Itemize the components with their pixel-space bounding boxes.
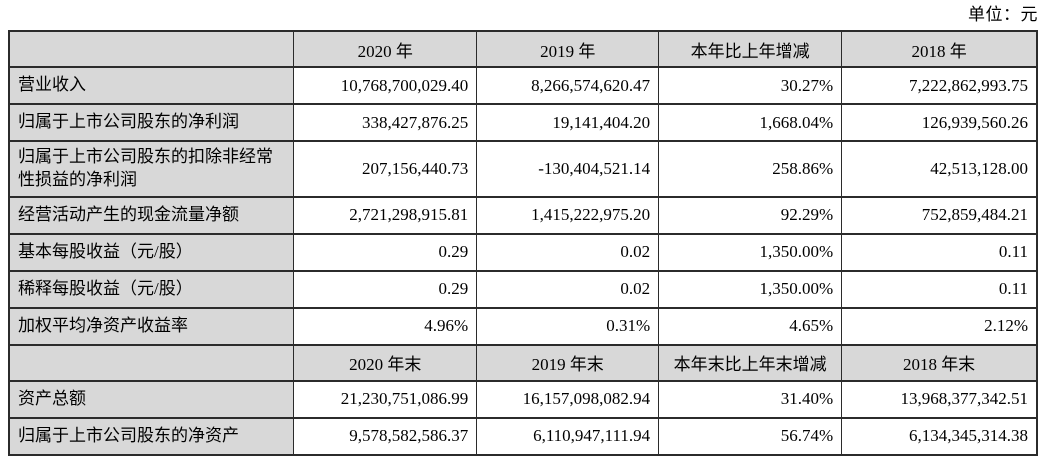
row-value-cell: 1,350.00%: [658, 269, 843, 309]
row-value-cell: 1,415,222,975.20: [476, 195, 660, 235]
row-value-cell: 10,768,700,029.40: [293, 66, 478, 105]
row-value-cell: 19,141,404.20: [476, 103, 660, 142]
header-empty-cell: [8, 30, 295, 68]
row-label-cell: 归属于上市公司股东的净资产: [8, 416, 295, 456]
row-label-cell: 经营活动产生的现金流量净额: [8, 195, 295, 235]
header-cell: 本年末比上年末增减: [658, 343, 843, 382]
row-value-cell: 0.31%: [476, 306, 660, 346]
row-label-cell: 资产总额: [8, 379, 295, 419]
row-value-cell: 92.29%: [658, 195, 843, 235]
table-row: 稀释每股收益（元/股） 0.29 0.02 1,350.00% 0.11: [8, 269, 1038, 309]
row-value-cell: 2.12%: [841, 306, 1038, 346]
row-value-cell: 1,350.00%: [658, 232, 843, 272]
table-row: 资产总额 21,230,751,086.99 16,157,098,082.94 31…: [8, 379, 1038, 419]
row-value-cell: -130,404,521.14: [476, 140, 660, 198]
header-cell: 2018 年: [841, 30, 1038, 68]
row-value-cell: 126,939,560.26: [841, 103, 1038, 142]
table-row: 归属于上市公司股东的净资产 9,578,582,586.37 6,110,947,1…: [8, 416, 1038, 456]
row-value-cell: 338,427,876.25: [293, 103, 478, 142]
financial-summary-table: 2020 年 2019 年本年比上年增减 2018 年营业收入 10,768,700,…: [8, 30, 1038, 456]
row-value-cell: 0.11: [841, 232, 1038, 272]
table-row: 营业收入 10,768,700,029.40 8,266,574,620.47 30.…: [8, 66, 1038, 105]
row-value-cell: 30.27%: [658, 66, 843, 105]
table-row: 归属于上市公司股东的扣除非经常性损益的净利润 207,156,440.73 -130…: [8, 140, 1038, 198]
row-value-cell: 2,721,298,915.81: [293, 195, 478, 235]
header-cell: 2020 年: [293, 30, 478, 68]
table-row: 基本每股收益（元/股） 0.29 0.02 1,350.00% 0.11: [8, 232, 1038, 272]
row-label-cell: 归属于上市公司股东的扣除非经常性损益的净利润: [8, 140, 295, 198]
header-cell: 2019 年末: [476, 343, 660, 382]
row-value-cell: 6,134,345,314.38: [841, 416, 1038, 456]
header-cell: 2020 年末: [293, 343, 478, 382]
row-value-cell: 6,110,947,111.94: [476, 416, 660, 456]
row-value-cell: 8,266,574,620.47: [476, 66, 660, 105]
row-value-cell: 0.11: [841, 269, 1038, 309]
header-cell: 本年比上年增减: [658, 30, 843, 68]
row-value-cell: 31.40%: [658, 379, 843, 419]
row-value-cell: 0.02: [476, 269, 660, 309]
table-row: 加权平均净资产收益率 4.96% 0.31% 4.65% 2.12%: [8, 306, 1038, 346]
table-row: 经营活动产生的现金流量净额 2,721,298,915.81 1,415,222,9…: [8, 195, 1038, 235]
row-value-cell: 9,578,582,586.37: [293, 416, 478, 456]
row-value-cell: 258.86%: [658, 140, 843, 198]
row-value-cell: 1,668.04%: [658, 103, 843, 142]
header-cell: 2019 年: [476, 30, 660, 68]
row-value-cell: 7,222,862,993.75: [841, 66, 1038, 105]
row-value-cell: 4.65%: [658, 306, 843, 346]
financial-summary-table-body: 2020 年 2019 年本年比上年增减 2018 年营业收入 10,768,700,…: [8, 30, 1038, 456]
row-value-cell: 207,156,440.73: [293, 140, 478, 198]
row-label-cell: 基本每股收益（元/股）: [8, 232, 295, 272]
row-value-cell: 42,513,128.00: [841, 140, 1038, 198]
row-value-cell: 21,230,751,086.99: [293, 379, 478, 419]
unit-label: 单位：元: [968, 5, 1038, 24]
row-label-cell: 加权平均净资产收益率: [8, 306, 295, 346]
table-header-row: 2020 年末 2019 年末 本年末比上年末增减 2018 年末: [8, 343, 1038, 382]
row-value-cell: 16,157,098,082.94: [476, 379, 660, 419]
header-cell: 2018 年末: [841, 343, 1038, 382]
row-value-cell: 13,968,377,342.51: [841, 379, 1038, 419]
header-empty-cell: [8, 343, 295, 382]
row-label-cell: 营业收入: [8, 66, 295, 105]
table-header-row: 2020 年 2019 年本年比上年增减 2018 年: [8, 30, 1038, 68]
row-label-cell: 归属于上市公司股东的净利润: [8, 103, 295, 142]
row-label-cell: 稀释每股收益（元/股）: [8, 269, 295, 309]
row-value-cell: 0.29: [293, 269, 478, 309]
table-row: 归属于上市公司股东的净利润 338,427,876.25 19,141,404.20…: [8, 103, 1038, 142]
row-value-cell: 0.02: [476, 232, 660, 272]
row-value-cell: 0.29: [293, 232, 478, 272]
report-page: 单位：元 2020 年 2019 年本年比上年增减 2018 年营业收入 10,768…: [8, 5, 1038, 456]
row-value-cell: 4.96%: [293, 306, 478, 346]
row-value-cell: 752,859,484.21: [841, 195, 1038, 235]
row-value-cell: 56.74%: [658, 416, 843, 456]
